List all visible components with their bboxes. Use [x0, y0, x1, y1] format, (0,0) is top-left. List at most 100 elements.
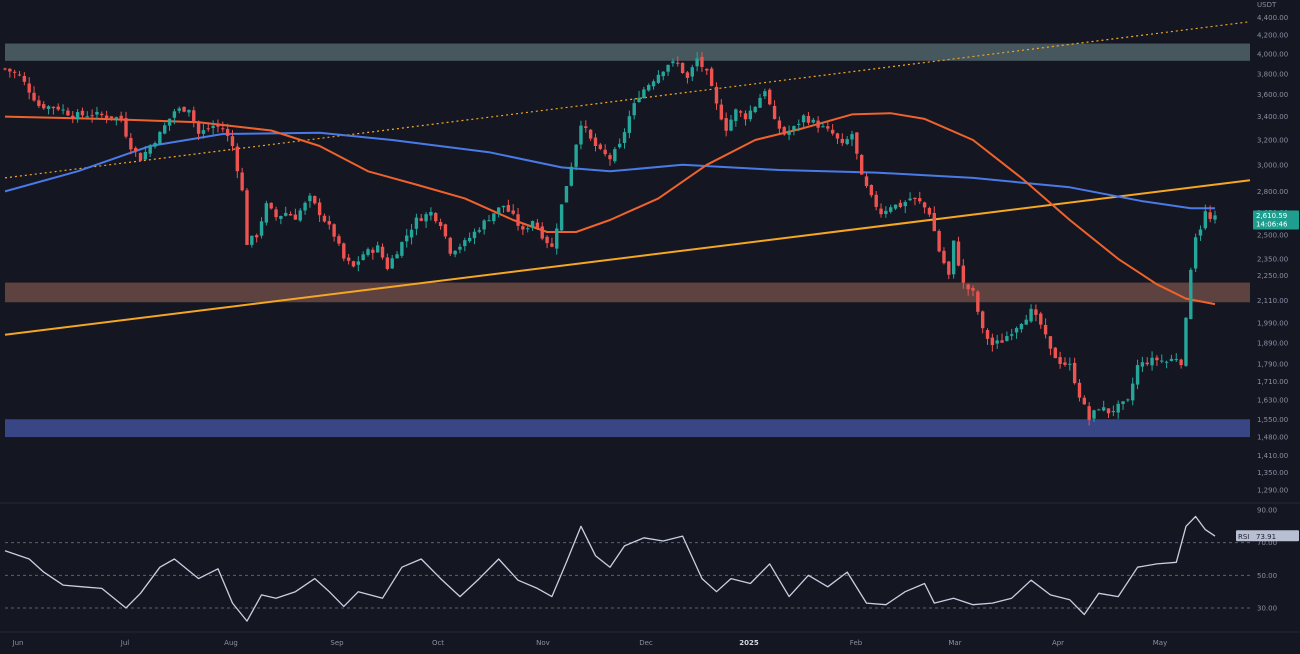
candle-body: [971, 287, 975, 291]
candle-body: [743, 113, 748, 120]
candle-body: [1082, 397, 1087, 405]
last-price-value: 2,610.59: [1256, 212, 1287, 220]
candle-body: [734, 109, 738, 121]
candle-body: [1160, 360, 1164, 362]
candle-body: [792, 126, 796, 131]
candle-body: [526, 228, 530, 230]
trendline-ascending-support: [4, 179, 1251, 336]
candle-body: [850, 134, 854, 140]
rsi-badge-label: RSI: [1238, 533, 1249, 541]
candle-body: [1145, 362, 1149, 365]
candle-body: [496, 207, 501, 215]
candle-body: [313, 196, 317, 204]
time-tick-label: Apr: [1052, 639, 1064, 647]
candle-body: [632, 103, 636, 116]
candle-body: [27, 83, 31, 93]
candle-body: [1043, 324, 1048, 335]
time-tick-label: Jul: [120, 639, 130, 647]
rsi-line: [4, 515, 1216, 622]
candle-body: [1174, 358, 1178, 361]
candle-body: [680, 62, 685, 73]
candle-body: [172, 111, 177, 118]
candle-body: [864, 176, 869, 186]
candle-body: [409, 229, 414, 238]
candle-body: [1014, 328, 1019, 333]
candle-body: [438, 222, 443, 227]
price-tick-label: 1,550.00: [1257, 416, 1288, 424]
time-tick-label: Oct: [432, 639, 444, 647]
candle-body: [1135, 365, 1140, 385]
candle-body: [617, 143, 622, 148]
candle-body: [647, 85, 651, 91]
time-tick-label: Aug: [224, 639, 238, 647]
candle-body: [569, 166, 573, 186]
price-tick-label: 1,990.00: [1257, 319, 1288, 327]
candle-body: [434, 212, 438, 222]
candle-body: [196, 121, 201, 134]
candle-body: [540, 226, 544, 239]
rsi-badge: [1236, 530, 1299, 542]
candle-body: [666, 64, 670, 72]
candle-body: [109, 116, 114, 119]
candle-body: [990, 337, 995, 346]
price-tick-label: 1,710.00: [1257, 378, 1288, 386]
moving-average-fast: [4, 112, 1216, 306]
candle-body: [288, 214, 293, 216]
price-tick-label: 1,890.00: [1257, 339, 1288, 347]
last-price-badge: [1253, 210, 1299, 230]
candle-body: [448, 237, 452, 254]
candle-body: [1121, 401, 1125, 404]
candle-body: [748, 110, 753, 120]
candle-body: [830, 129, 835, 134]
candle-body: [163, 125, 167, 134]
candle-body: [1150, 357, 1154, 366]
candle-body: [642, 89, 646, 99]
candle-body: [148, 146, 152, 154]
candle-body: [467, 237, 472, 242]
candle-body: [298, 210, 302, 221]
candle-body: [472, 231, 477, 239]
candle-body: [719, 104, 724, 120]
candle-body: [564, 186, 569, 203]
candle-body: [1169, 358, 1174, 361]
candle-body: [366, 249, 370, 255]
candle-body: [1198, 229, 1203, 236]
candle-body: [1097, 409, 1101, 411]
candle-body: [811, 119, 815, 123]
candle-body: [1010, 334, 1014, 336]
candle-body: [221, 128, 225, 130]
candle-body: [506, 205, 511, 212]
candle-body: [95, 111, 99, 115]
candle-body: [3, 68, 7, 70]
candle-body: [622, 132, 627, 143]
candle-body: [613, 149, 617, 162]
countdown-value: 14:06:46: [1256, 220, 1288, 228]
candle-body: [42, 104, 46, 109]
price-tick-label: 2,250.00: [1257, 272, 1288, 280]
candle-body: [400, 242, 404, 256]
candle-body: [114, 117, 119, 119]
price-tick-label: 4,400.00: [1257, 14, 1288, 22]
candle-body: [167, 118, 172, 126]
candle-body: [492, 213, 496, 222]
candle-body: [874, 194, 878, 207]
candle-body: [129, 137, 133, 150]
time-tick-label: Sep: [330, 639, 344, 647]
candle-body: [676, 62, 680, 64]
candle-body: [303, 202, 307, 211]
candle-body: [1072, 362, 1077, 384]
candle-body: [879, 208, 883, 215]
candle-body: [61, 109, 65, 111]
candle-body: [342, 243, 346, 259]
time-tick-label: Dec: [639, 639, 653, 647]
candle-body: [1053, 347, 1057, 359]
candle-body: [1034, 309, 1038, 315]
candle-body: [250, 235, 254, 245]
price-tick-label: 1,410.00: [1257, 452, 1288, 460]
candle-body: [772, 105, 777, 120]
candle-body: [279, 215, 283, 219]
price-tick-label: 4,200.00: [1257, 32, 1288, 40]
candle-body: [922, 202, 927, 208]
